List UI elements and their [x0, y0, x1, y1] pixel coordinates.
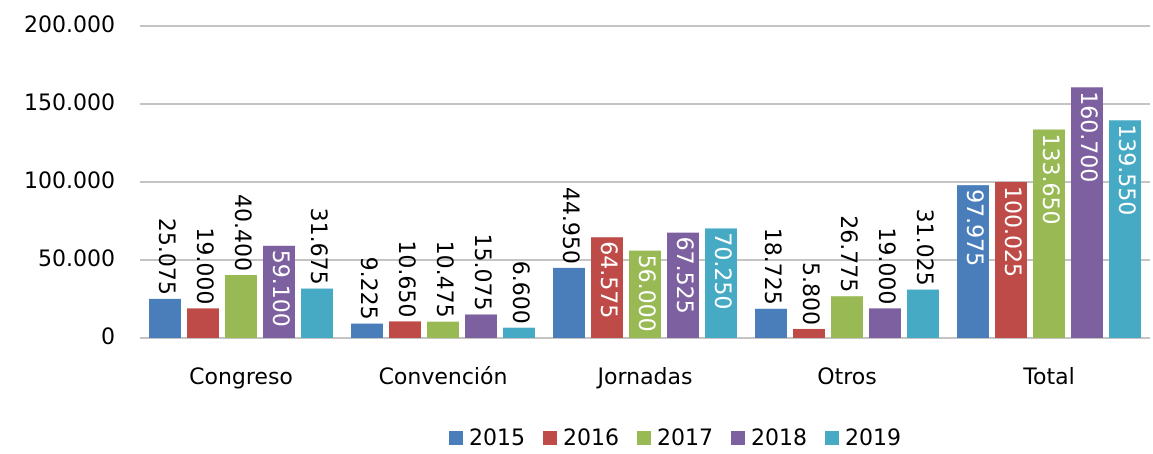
data-label: 6.600: [507, 261, 532, 324]
data-label: 19.000: [873, 227, 898, 304]
bar: [351, 323, 383, 338]
x-tick-label: Total: [1022, 365, 1074, 390]
legend-label: 2016: [563, 426, 619, 451]
bar: [793, 328, 825, 338]
data-label: 26.775: [835, 215, 860, 292]
data-label: 139.550: [1113, 124, 1138, 215]
data-label: 31.675: [305, 208, 330, 285]
bar: [1033, 129, 1065, 338]
legend-label: 2019: [845, 426, 901, 451]
bar: [705, 228, 737, 338]
data-label: 18.725: [759, 228, 784, 305]
bar: [503, 327, 535, 338]
data-label: 100.025: [999, 186, 1024, 277]
bar: [301, 288, 333, 338]
bar: [225, 274, 257, 338]
bar: [957, 185, 989, 338]
data-label: 160.700: [1075, 91, 1100, 182]
bar: [907, 289, 939, 338]
legend-swatch: [637, 431, 651, 445]
data-label: 59.100: [267, 250, 292, 327]
data-label: 9.225: [355, 257, 380, 320]
bar: [755, 308, 787, 338]
x-tick-label: Otros: [817, 365, 876, 390]
y-tick-label: 200.000: [24, 13, 115, 38]
data-label: 56.000: [633, 255, 658, 332]
legend-swatch: [449, 431, 463, 445]
bar: [149, 298, 181, 338]
legend-label: 2018: [751, 426, 807, 451]
x-tick-label: Jornadas: [596, 365, 693, 390]
data-label: 133.650: [1037, 134, 1062, 225]
data-label: 31.025: [911, 209, 936, 286]
y-tick-label: 100.000: [24, 169, 115, 194]
data-label: 19.000: [191, 227, 216, 304]
legend-label: 2015: [469, 426, 525, 451]
bar: [995, 181, 1027, 338]
y-tick-label: 150.000: [24, 91, 115, 116]
legend-label: 2017: [657, 426, 713, 451]
bar: [187, 308, 219, 338]
data-label: 5.800: [797, 262, 822, 325]
legend-swatch: [731, 431, 745, 445]
bar: [553, 267, 585, 338]
data-label: 25.075: [153, 218, 178, 295]
data-label: 10.650: [393, 240, 418, 317]
bar: [869, 308, 901, 338]
data-label: 64.575: [595, 241, 620, 318]
bar: [831, 296, 863, 338]
y-tick-label: 50.000: [38, 247, 115, 272]
x-tick-label: Convención: [379, 365, 508, 390]
bar: [389, 321, 421, 338]
legend-swatch: [543, 431, 557, 445]
bar: [427, 321, 459, 338]
data-label: 44.950: [557, 187, 582, 264]
data-label: 40.400: [229, 194, 254, 271]
bar: [629, 250, 661, 338]
data-label: 97.975: [961, 189, 986, 266]
data-label: 15.075: [469, 233, 494, 310]
bar: [465, 314, 497, 338]
bar: [667, 232, 699, 338]
data-label: 10.475: [431, 241, 456, 318]
bar: [591, 237, 623, 338]
y-tick-label: 0: [101, 325, 115, 350]
data-label: 67.525: [671, 237, 696, 314]
data-label: 70.250: [709, 232, 734, 309]
bar: [1071, 87, 1103, 338]
legend-swatch: [825, 431, 839, 445]
bar: [263, 245, 295, 338]
bar: [1109, 120, 1141, 338]
x-tick-label: Congreso: [189, 365, 293, 390]
